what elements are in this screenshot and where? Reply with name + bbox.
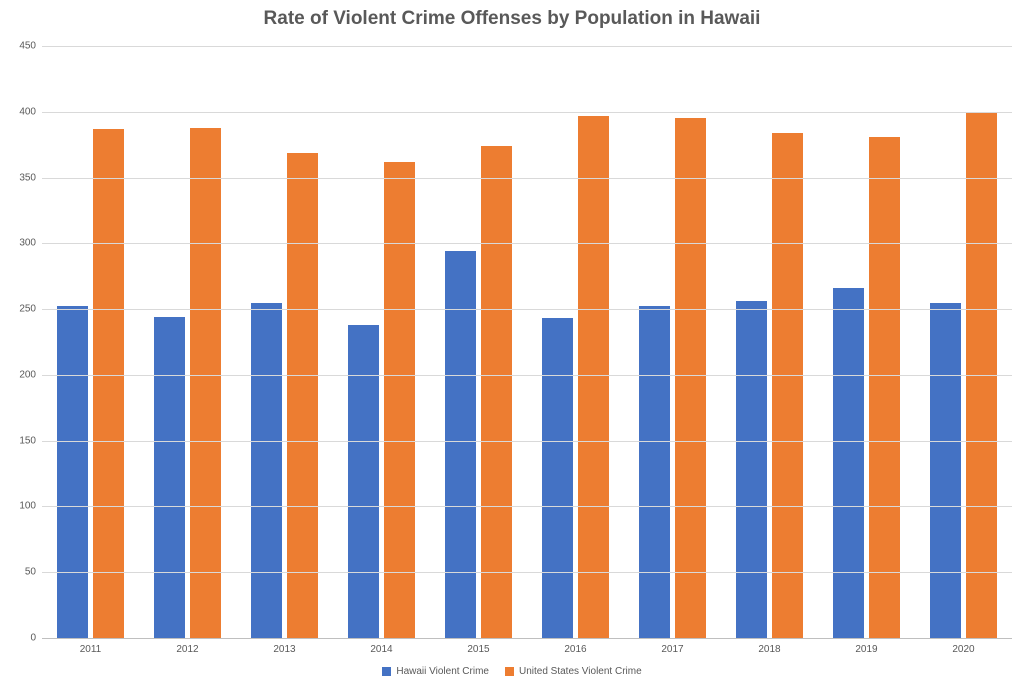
bar [772,133,803,638]
ytick-label: 250 [19,304,42,315]
bar [542,318,573,638]
bars-row: 2011201220132014201520162017201820192020 [42,46,1012,638]
gridline [42,46,1012,47]
xtick-label: 2017 [624,638,721,655]
bar [481,146,512,638]
ytick-label: 300 [19,238,42,249]
bar [251,303,282,638]
gridline [42,572,1012,573]
xtick-label: 2013 [236,638,333,655]
legend: Hawaii Violent Crime United States Violen… [0,666,1024,679]
gridline [42,441,1012,442]
xtick-label: 2016 [527,638,624,655]
gridline [42,178,1012,179]
bar [833,288,864,638]
ytick-label: 200 [19,369,42,380]
legend-swatch [382,667,391,676]
bar [348,325,379,638]
bar [57,306,88,638]
legend-item: Hawaii Violent Crime [382,666,489,677]
bar [639,306,670,638]
legend-swatch [505,667,514,676]
category-group: 2014 [333,46,430,638]
legend-item: United States Violent Crime [505,666,642,677]
xtick-label: 2015 [430,638,527,655]
ytick-label: 150 [19,435,42,446]
xtick-label: 2011 [42,638,139,655]
gridline [42,375,1012,376]
category-group: 2020 [915,46,1012,638]
bar [93,129,124,638]
bar [930,303,961,638]
gridline [42,506,1012,507]
ytick-label: 350 [19,172,42,183]
ytick-label: 400 [19,106,42,117]
plot-area: 2011201220132014201520162017201820192020… [42,46,1012,639]
category-group: 2012 [139,46,236,638]
chart-title: Rate of Violent Crime Offenses by Popula… [0,8,1024,30]
gridline [42,112,1012,113]
xtick-label: 2014 [333,638,430,655]
xtick-label: 2012 [139,638,236,655]
xtick-label: 2020 [915,638,1012,655]
ytick-label: 0 [30,633,42,644]
chart-container: Rate of Violent Crime Offenses by Popula… [0,0,1024,683]
bar [287,153,318,638]
bar [736,301,767,638]
xtick-label: 2019 [818,638,915,655]
bar [578,116,609,638]
ytick-label: 100 [19,501,42,512]
ytick-label: 50 [25,567,42,578]
category-group: 2015 [430,46,527,638]
category-group: 2016 [527,46,624,638]
category-group: 2019 [818,46,915,638]
bar [384,162,415,638]
category-group: 2011 [42,46,139,638]
bar [154,317,185,638]
category-group: 2013 [236,46,333,638]
gridline [42,309,1012,310]
legend-label: United States Violent Crime [519,666,642,677]
ytick-label: 450 [19,41,42,52]
legend-label: Hawaii Violent Crime [396,666,489,677]
bar [190,128,221,638]
bar [675,118,706,638]
bar [869,137,900,638]
category-group: 2018 [721,46,818,638]
gridline [42,243,1012,244]
xtick-label: 2018 [721,638,818,655]
category-group: 2017 [624,46,721,638]
